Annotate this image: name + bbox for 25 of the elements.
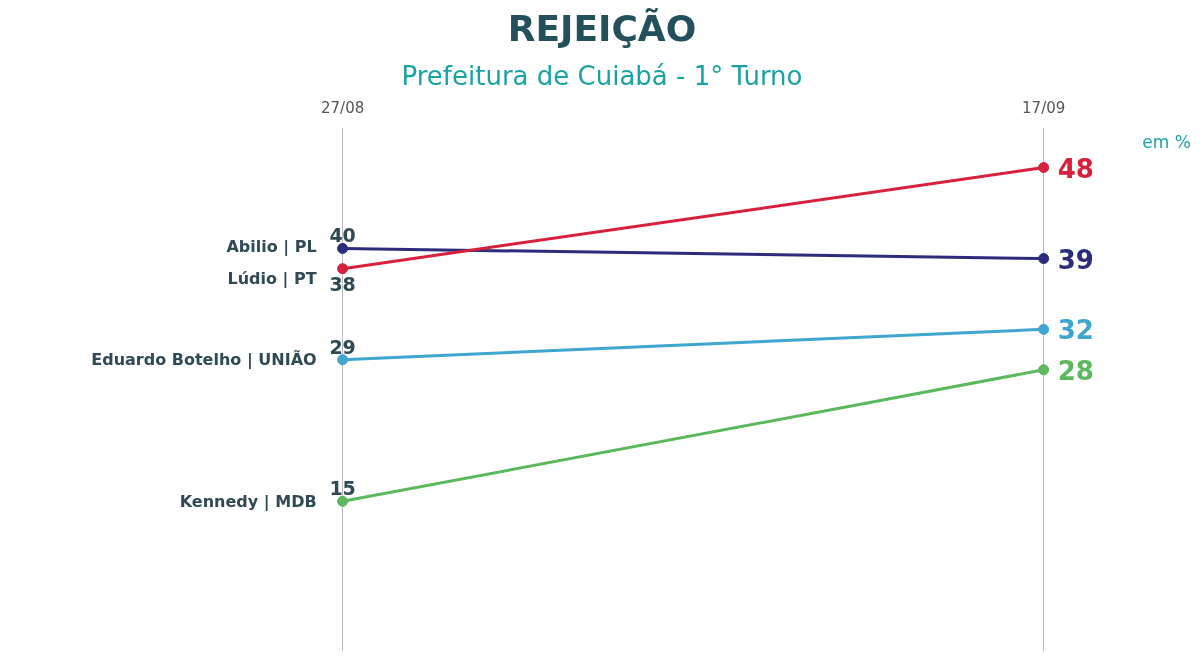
data-label: 32	[1057, 315, 1094, 346]
series-label: Eduardo Botelho | UNIÃO	[91, 350, 317, 371]
series-label: Kennedy | MDB	[179, 491, 317, 512]
chart-subtitle: Prefeitura de Cuiabá - 1° Turno	[401, 60, 803, 91]
point	[337, 242, 349, 254]
point	[1038, 364, 1050, 376]
point	[1038, 253, 1050, 265]
data-label: 29	[329, 335, 356, 358]
point	[1038, 162, 1050, 174]
data-label: 28	[1057, 355, 1094, 386]
chart-title: REJEIÇÃO	[507, 7, 697, 49]
data-label: 38	[329, 272, 356, 295]
point	[1038, 323, 1050, 335]
series-label: Lúdio | PT	[227, 269, 317, 290]
point	[337, 263, 349, 275]
point	[337, 495, 349, 507]
series-label: Abilio | PL	[226, 236, 317, 257]
data-label: 40	[329, 224, 356, 247]
data-label: 48	[1057, 153, 1094, 184]
point	[337, 354, 349, 366]
data-label: 39	[1057, 244, 1094, 275]
x-tick-label: 27/08	[321, 98, 365, 117]
text: em %	[1142, 131, 1191, 152]
x-tick-label: 17/09	[1022, 98, 1066, 117]
data-label: 15	[329, 477, 356, 500]
